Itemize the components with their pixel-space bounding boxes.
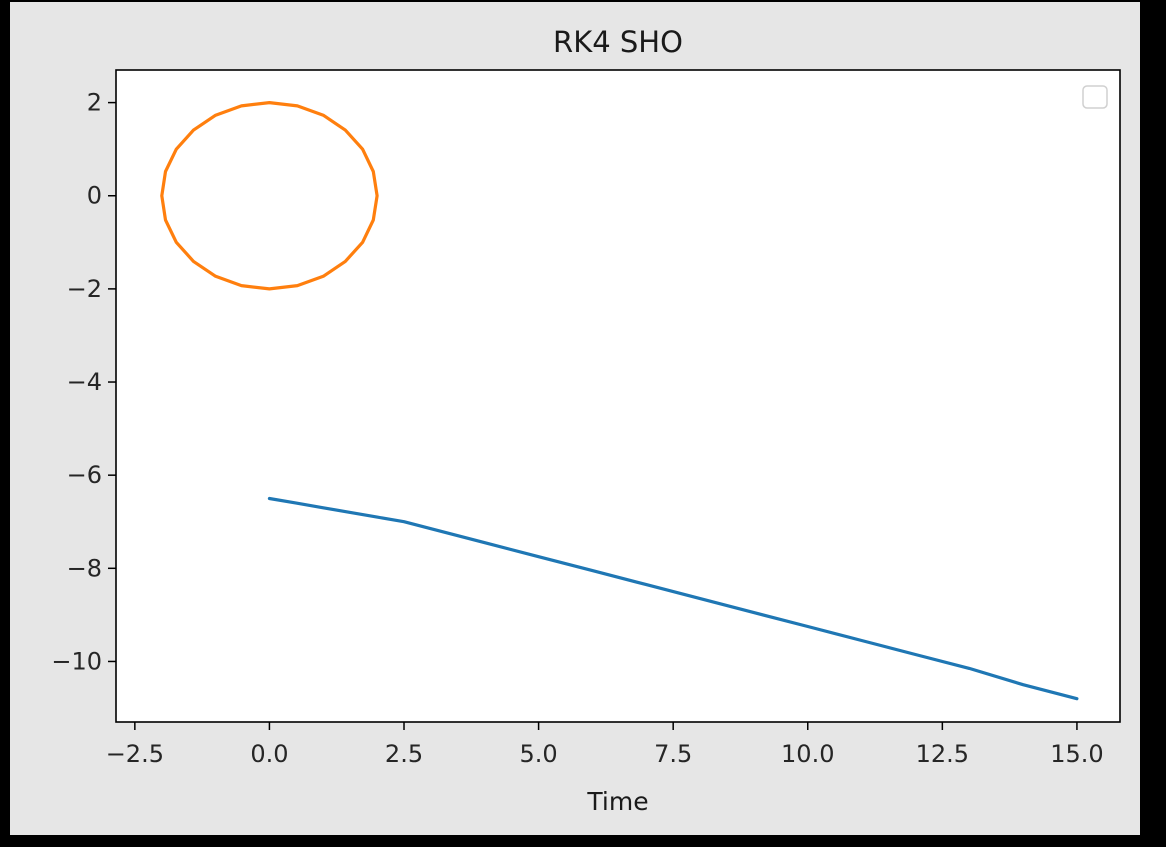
x-axis: −2.5 0.0 2.5 5.0 7.5 10.0 12.5 15.0 bbox=[106, 722, 1104, 768]
y-tick-label: −4 bbox=[67, 368, 102, 396]
x-tick-label: 5.0 bbox=[520, 740, 558, 768]
y-tick-label: −6 bbox=[67, 461, 102, 489]
chart-title: RK4 SHO bbox=[553, 25, 683, 59]
x-tick-label: 2.5 bbox=[385, 740, 423, 768]
chart-figure: RK4 SHO −2.5 0.0 2.5 5.0 7.5 10.0 12.5 15.0 2 0 −… bbox=[10, 2, 1140, 835]
y-tick-label: −2 bbox=[67, 275, 102, 303]
x-tick-label: 10.0 bbox=[781, 740, 834, 768]
y-tick-label: 2 bbox=[87, 89, 102, 117]
legend-box bbox=[1083, 86, 1107, 108]
y-tick-label: −10 bbox=[51, 647, 102, 675]
x-tick-label: 0.0 bbox=[250, 740, 288, 768]
x-axis-label: Time bbox=[586, 787, 648, 816]
x-tick-label: 12.5 bbox=[916, 740, 969, 768]
y-axis: 2 0 −2 −4 −6 −8 −10 bbox=[51, 89, 116, 676]
x-tick-label: −2.5 bbox=[106, 740, 164, 768]
y-tick-label: −8 bbox=[67, 554, 102, 582]
x-tick-label: 15.0 bbox=[1050, 740, 1103, 768]
chart-svg: RK4 SHO −2.5 0.0 2.5 5.0 7.5 10.0 12.5 15.0 2 0 −… bbox=[10, 2, 1140, 835]
plot-area bbox=[116, 70, 1120, 722]
y-tick-label: 0 bbox=[87, 182, 102, 210]
x-tick-label: 7.5 bbox=[654, 740, 692, 768]
